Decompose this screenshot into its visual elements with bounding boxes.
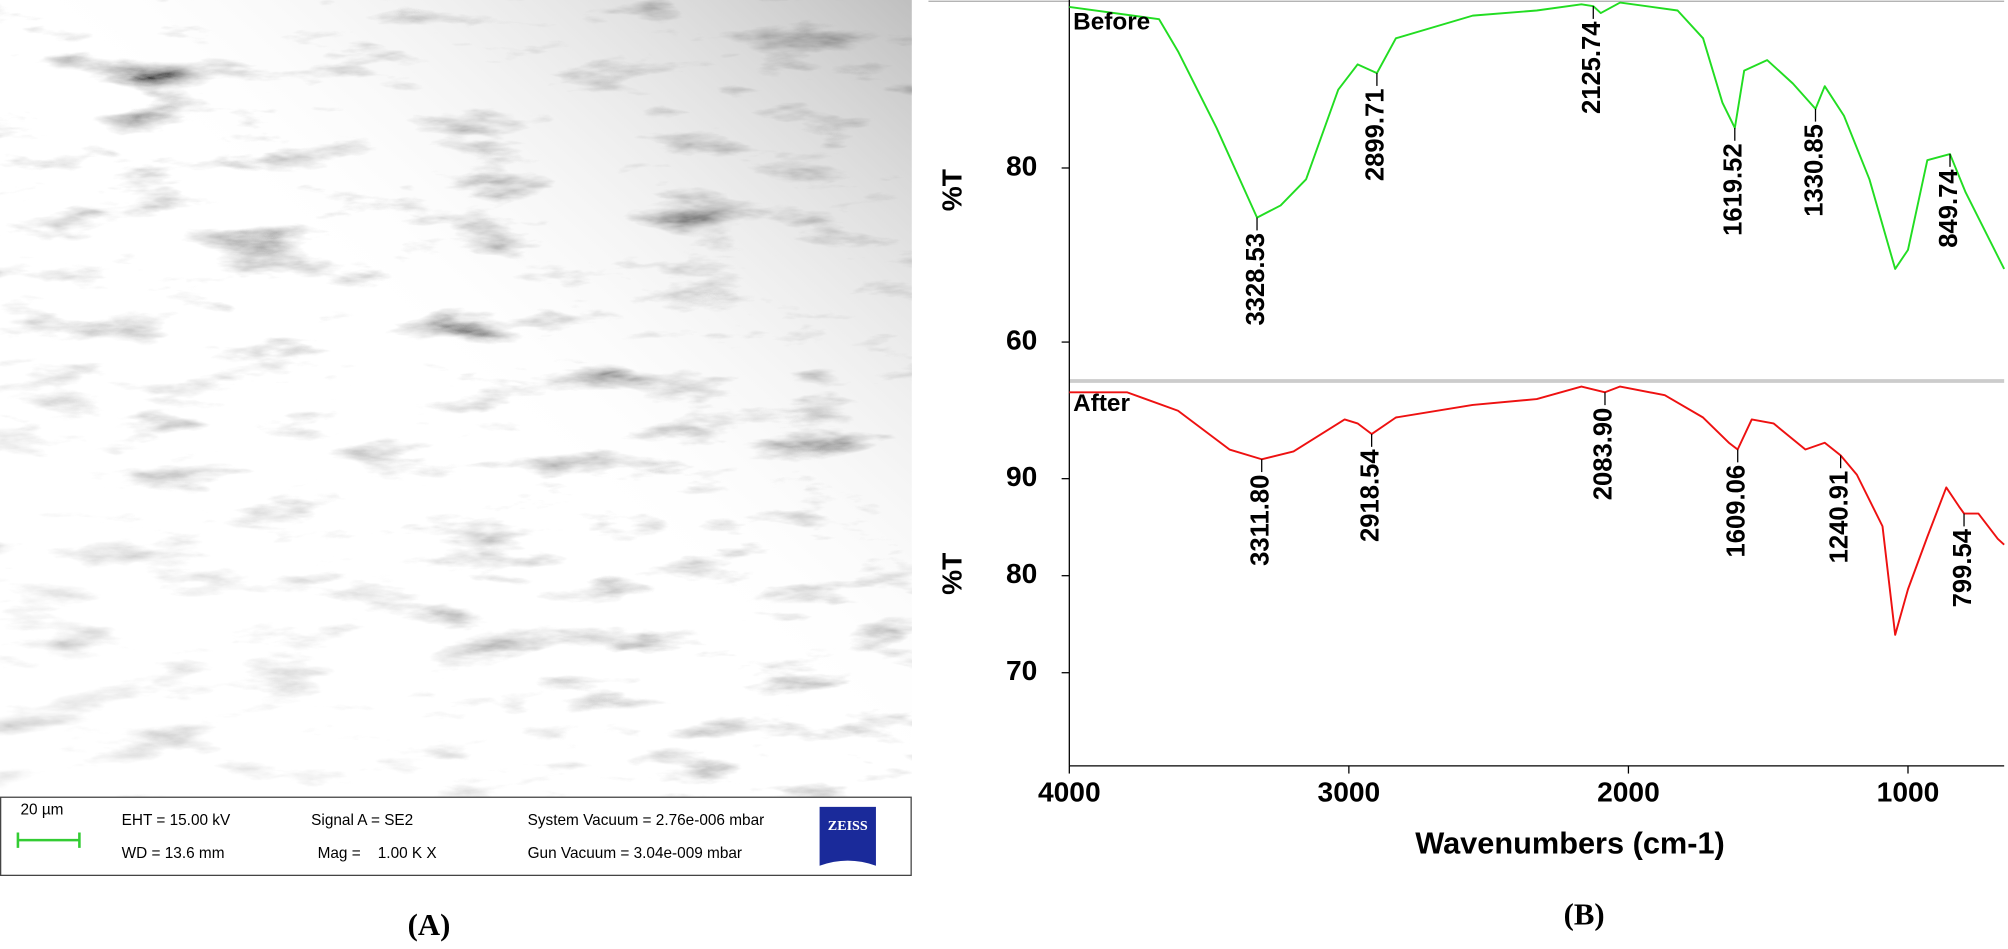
y-axis-label: %T [935, 169, 967, 211]
gun-vacuum: Gun Vacuum = 3.04e-009 mbar [528, 845, 742, 862]
x-tick-label: 1000 [1877, 775, 1940, 807]
peak-label: 1619.52 [1720, 143, 1748, 236]
wd: WD = 13.6 mm [122, 845, 225, 862]
y-tick-label: 90 [1006, 460, 1037, 492]
ftir-plot: %T 60 80 Before 3328.53 2899.71 2125.74 1619.52… [935, 1, 2006, 860]
peak-label: 2083.90 [1590, 408, 1618, 501]
scale-bar-label: 20 µm [20, 802, 63, 819]
caption-b: (B) [1564, 898, 1605, 932]
eht: EHT = 15.00 kV [122, 812, 231, 829]
legend-label: Before [1073, 8, 1150, 35]
system-vacuum: System Vacuum = 2.76e-006 mbar [528, 812, 765, 829]
y-tick-label: 80 [1006, 557, 1037, 589]
peak-label: 3328.53 [1242, 233, 1270, 326]
scale-bar [16, 832, 81, 848]
x-tick-label: 2000 [1597, 775, 1660, 807]
legend-label: After [1073, 390, 1130, 417]
peak-label: 799.54 [1949, 528, 1977, 607]
zeiss-logo [819, 806, 876, 866]
spectrum-line [1069, 385, 2005, 636]
x-tick-label: 3000 [1318, 775, 1381, 807]
x-tick-label: 4000 [1038, 775, 1101, 807]
x-axis-label: Wavenumbers (cm-1) [1415, 825, 1725, 860]
y-tick-label: 80 [1006, 149, 1037, 181]
peak-label: 1240.91 [1825, 471, 1853, 564]
zeiss-text: ZEISS [828, 818, 868, 834]
mag: Mag = 1.00 K X [318, 845, 437, 862]
y-axis-label: %T [935, 553, 967, 595]
peak-label: 2918.54 [1356, 449, 1384, 542]
sem-image [0, 0, 912, 797]
peak-label: 2899.71 [1362, 88, 1390, 181]
spectrum-line [1069, 1, 2006, 270]
peak-label: 849.74 [1935, 169, 1963, 248]
peak-label: 1330.85 [1800, 124, 1828, 217]
y-tick-label: 70 [1006, 654, 1037, 686]
y-tick-label: 60 [1006, 324, 1037, 356]
caption-a: (A) [408, 908, 451, 942]
peak-label: 3311.80 [1246, 475, 1274, 566]
peak-label: 2125.74 [1578, 21, 1606, 114]
signal: Signal A = SE2 [311, 812, 413, 829]
peak-label: 1609.06 [1722, 465, 1750, 558]
sem-info-bar: 20 µm EHT = 15.00 kV WD = 13.6 mm Signal… [0, 796, 912, 876]
